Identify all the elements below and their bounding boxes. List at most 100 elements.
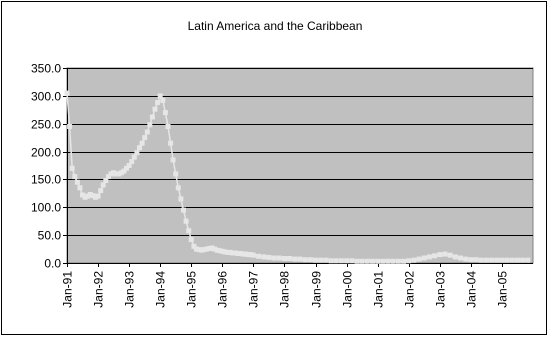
data-point [489, 257, 495, 263]
data-point [160, 97, 166, 103]
data-point [82, 194, 88, 200]
data-point [137, 145, 142, 151]
data-point [77, 185, 83, 191]
data-point [276, 255, 282, 261]
data-point [478, 257, 484, 263]
data-point [416, 256, 422, 262]
y-tick-label: 350.0 [31, 62, 61, 76]
data-point [458, 255, 463, 261]
data-point [93, 194, 98, 200]
data-point [271, 255, 277, 261]
data-point [188, 237, 194, 243]
data-point [442, 251, 448, 257]
data-point [168, 140, 174, 146]
x-tick-label: Jan-95 [185, 271, 199, 308]
data-point [248, 252, 254, 258]
data-point [349, 258, 355, 264]
data-point [147, 122, 153, 128]
data-point [421, 255, 427, 261]
data-point [328, 258, 334, 264]
data-point [175, 185, 181, 191]
data-point [359, 258, 365, 264]
x-tick-label: Jan-91 [61, 271, 75, 308]
data-point [375, 258, 381, 264]
data-point [162, 110, 168, 116]
data-point [201, 247, 207, 253]
data-point [64, 90, 70, 96]
data-point [95, 193, 101, 199]
data-point [344, 258, 350, 264]
data-point [69, 165, 75, 171]
data-point [364, 258, 370, 264]
y-axis: 0.0 50.0 100.0 150.0 200.0 250.0 300.0 350.0 [31, 62, 68, 271]
x-tick-label: Jan-97 [247, 271, 261, 308]
data-point [116, 171, 122, 177]
data-point [217, 248, 223, 254]
data-point [509, 257, 515, 263]
data-point [193, 246, 199, 252]
data-point [432, 253, 438, 259]
data-point [209, 245, 215, 251]
data-point [256, 253, 262, 259]
data-point [173, 171, 179, 177]
data-point [292, 256, 298, 262]
data-point [323, 257, 329, 263]
data-point [191, 243, 197, 249]
data-point [142, 135, 148, 141]
data-point [149, 114, 155, 120]
data-point [100, 182, 106, 188]
x-tick-label: Jan-04 [465, 271, 479, 308]
data-point [131, 154, 137, 160]
chart-title: Latin America and the Caribbean [187, 19, 363, 33]
data-point [87, 192, 93, 197]
data-point [318, 257, 324, 263]
data-point [219, 248, 225, 254]
data-point [212, 246, 218, 252]
data-point [494, 257, 500, 263]
x-tick-label: Jan-98 [278, 271, 292, 308]
data-point [302, 257, 308, 263]
data-point [230, 250, 236, 256]
data-point [72, 174, 78, 180]
x-tick-label: Jan-94 [154, 271, 168, 308]
data-point [240, 251, 246, 257]
data-point [85, 193, 91, 199]
data-point [199, 247, 205, 253]
y-tick-label: 50.0 [38, 229, 62, 243]
data-point [395, 258, 401, 264]
data-point [225, 249, 230, 255]
data-point [105, 174, 111, 180]
data-point [250, 252, 256, 258]
data-point [235, 251, 241, 256]
data-point [499, 257, 505, 263]
y-tick-label: 0.0 [44, 257, 61, 271]
data-point [139, 140, 145, 146]
data-point [380, 258, 386, 264]
data-point [170, 157, 176, 163]
series-group [64, 90, 531, 264]
x-axis: Jan-91 Jan-92 Jan-93 Jan-94 Jan-95 Jan-96 Jan-… [61, 263, 533, 308]
data-point [338, 258, 344, 264]
x-tick-label: Jan-99 [310, 271, 324, 308]
data-point [287, 256, 293, 261]
data-point [67, 124, 73, 129]
gridlines [67, 68, 533, 236]
data-point [222, 249, 228, 255]
data-point [129, 159, 135, 165]
data-point [520, 257, 526, 263]
data-point [307, 257, 313, 263]
data-point [426, 254, 432, 260]
y-tick-label: 200.0 [31, 146, 61, 160]
data-point [437, 252, 443, 258]
data-point [333, 258, 339, 264]
y-tick-label: 150.0 [31, 173, 61, 187]
data-point [504, 257, 510, 263]
data-point [183, 218, 189, 224]
x-tick-label: Jan-92 [92, 271, 106, 308]
x-tick-label: Jan-00 [341, 271, 355, 308]
data-point [447, 252, 453, 258]
y-tick-label: 250.0 [31, 118, 61, 132]
x-tick-label: Jan-01 [372, 271, 386, 308]
data-point [74, 179, 80, 185]
